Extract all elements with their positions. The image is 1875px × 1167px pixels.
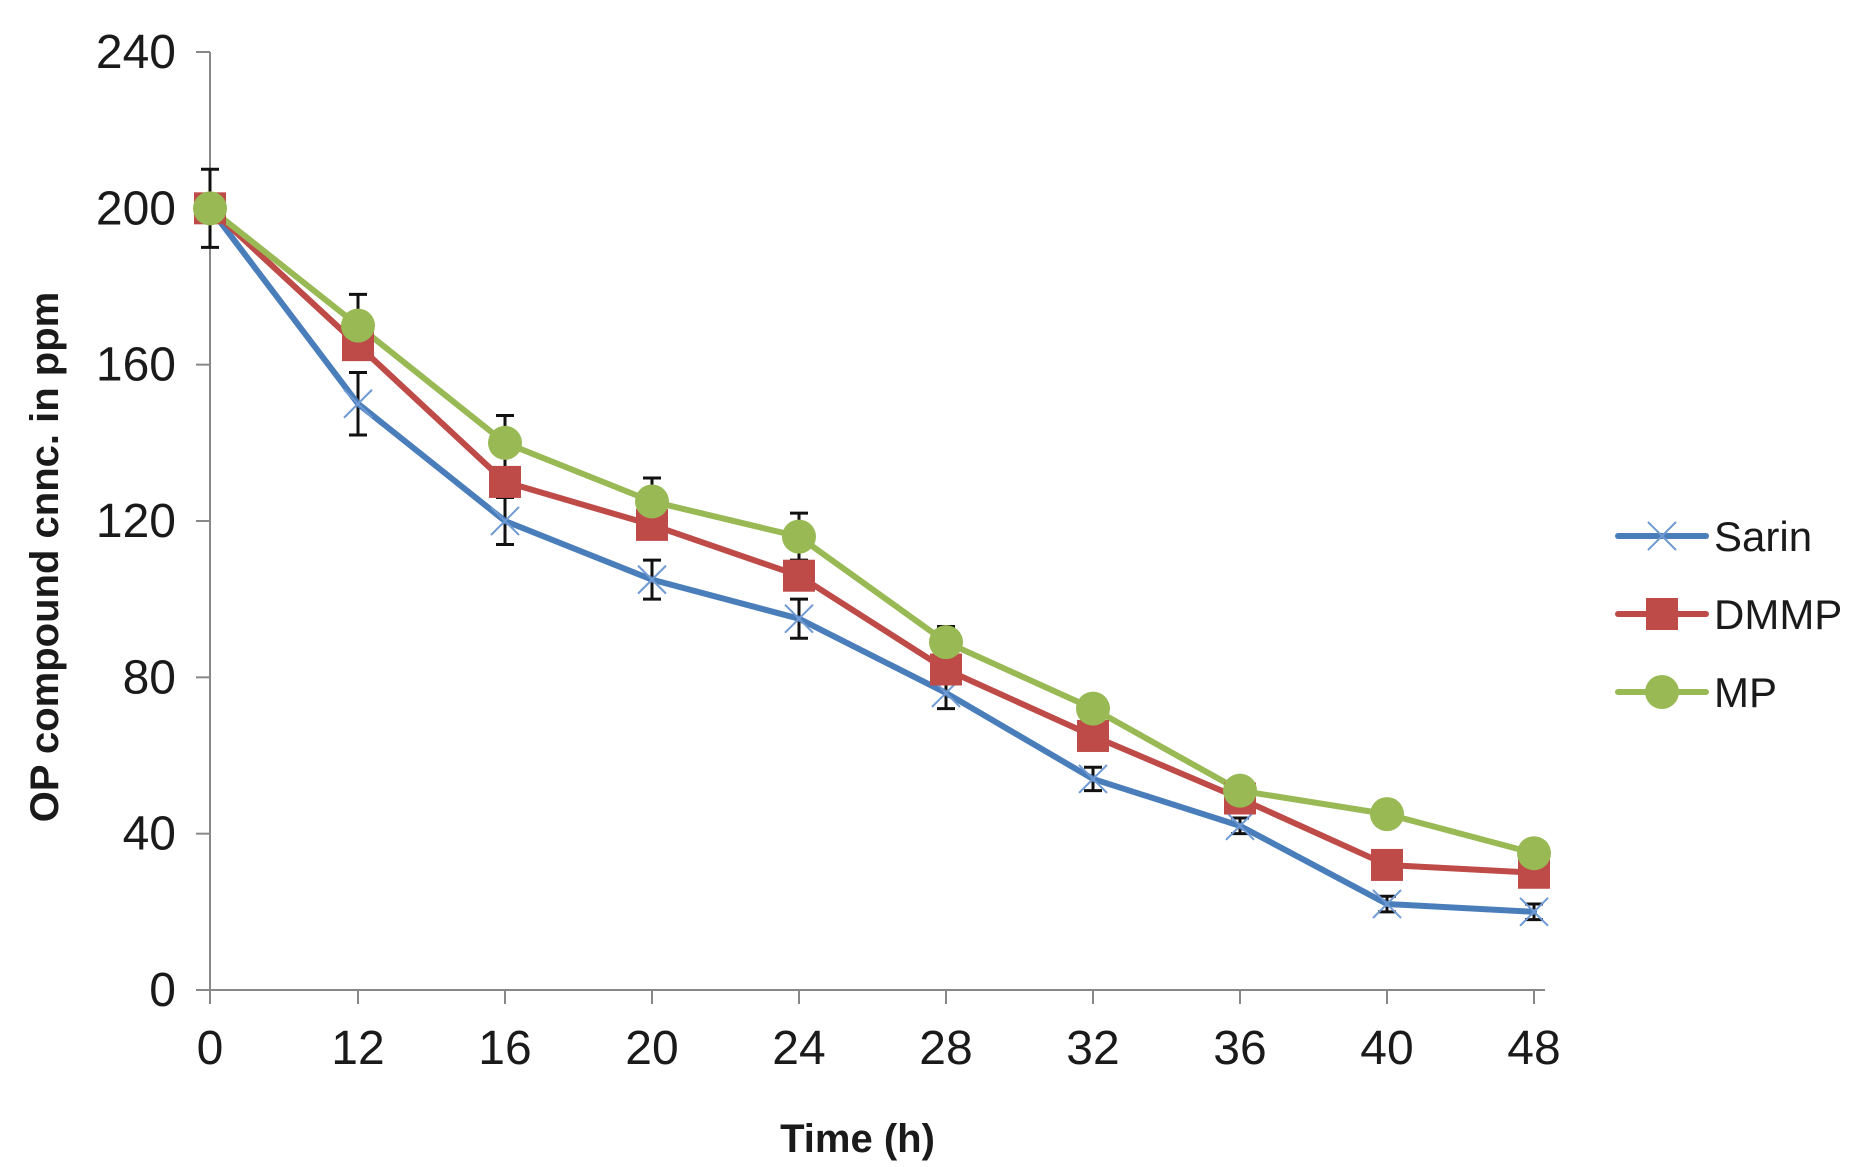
series-lines	[207, 205, 1537, 915]
x-tick-label: 36	[1213, 1022, 1266, 1075]
marker-stroke	[490, 506, 520, 536]
axes: 0 40 80 120 160 200 240 0 12 16 20 24 28 32 36 40 48	[96, 26, 1561, 1075]
legend: Sarin DMMP MP	[1615, 513, 1842, 716]
y-tick-label: 200	[96, 182, 176, 235]
series-line-mp	[207, 205, 1537, 857]
data-point-dmmp	[489, 465, 521, 498]
marker-stroke	[1372, 889, 1402, 919]
legend-marker	[1645, 675, 1679, 709]
data-point-mp	[341, 308, 375, 343]
y-tick-label: 240	[96, 26, 176, 79]
y-tick-label: 40	[123, 808, 176, 861]
marker-stroke	[1225, 811, 1255, 841]
series-line-dmmp	[207, 205, 1537, 876]
x-tick-label: 24	[772, 1022, 825, 1075]
data-point-mp	[193, 191, 227, 226]
data-point-sarin	[1078, 764, 1108, 794]
marker-stroke	[343, 389, 373, 419]
data-point-sarin	[637, 564, 667, 595]
x-tick-label: 48	[1507, 1022, 1560, 1075]
marker-stroke	[637, 564, 667, 595]
x-tick-label: 20	[625, 1022, 678, 1075]
data-point-mp	[929, 625, 963, 660]
data-point-mp	[1517, 836, 1551, 871]
data-point-mp	[782, 519, 816, 554]
legend-marker	[1647, 521, 1677, 551]
y-axis-title: OP compound cnnc. in ppm	[23, 292, 67, 822]
marker-stroke	[784, 604, 814, 634]
y-tick-label: 120	[96, 495, 176, 548]
legend-item-mp: MP	[1615, 669, 1777, 716]
legend-label: DMMP	[1714, 591, 1842, 638]
x-axis-title: Time (h)	[780, 1117, 935, 1161]
legend-marker	[1646, 598, 1678, 630]
data-point-dmmp	[1371, 848, 1403, 881]
data-point-sarin	[1519, 897, 1549, 927]
data-point-sarin	[1225, 811, 1255, 841]
legend-label: MP	[1714, 669, 1777, 716]
data-point-sarin	[490, 506, 520, 536]
marker-stroke	[1519, 897, 1549, 927]
legend-item-dmmp: DMMP	[1615, 591, 1842, 638]
data-point-mp	[488, 425, 522, 460]
marker-stroke	[1647, 521, 1677, 551]
legend-label: Sarin	[1714, 513, 1812, 560]
series-line-sarin	[207, 205, 1537, 915]
data-point-dmmp	[783, 559, 815, 592]
x-tick-label: 16	[478, 1022, 531, 1075]
x-tick-label: 12	[331, 1022, 384, 1075]
marker-stroke	[1078, 764, 1108, 794]
x-tick-label: 0	[197, 1022, 224, 1075]
x-tick-label: 28	[919, 1022, 972, 1075]
data-point-mp	[635, 484, 669, 519]
y-tick-label: 0	[149, 964, 176, 1017]
y-tick-label: 160	[96, 339, 176, 392]
y-tick-label: 80	[123, 651, 176, 704]
data-point-mp	[1076, 691, 1110, 726]
data-point-sarin	[1372, 889, 1402, 919]
legend-item-sarin: Sarin	[1615, 513, 1812, 560]
series-markers	[193, 191, 1551, 927]
data-point-mp	[1370, 797, 1404, 832]
data-point-sarin	[784, 604, 814, 634]
data-point-mp	[1223, 773, 1257, 808]
data-point-sarin	[343, 389, 373, 419]
x-tick-label: 40	[1360, 1022, 1413, 1075]
x-tick-label: 32	[1066, 1022, 1119, 1075]
